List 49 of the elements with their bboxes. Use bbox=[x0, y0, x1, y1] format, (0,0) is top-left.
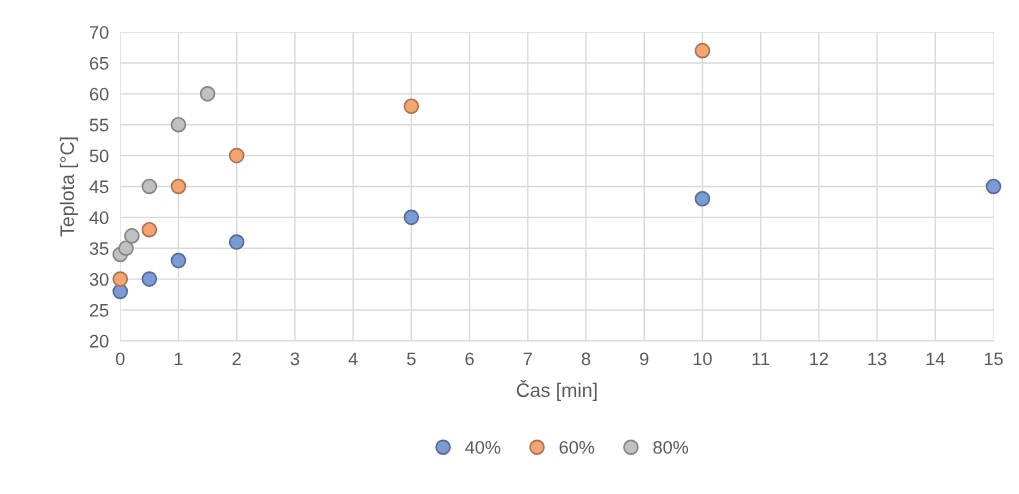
y-tick-label: 30 bbox=[89, 273, 109, 286]
x-tick-label: 3 bbox=[290, 352, 300, 366]
x-tick-label: 4 bbox=[348, 352, 358, 366]
y-tick-label: 60 bbox=[89, 87, 109, 101]
x-tick-label: 15 bbox=[984, 352, 1003, 366]
x-tick-label: 10 bbox=[693, 352, 712, 366]
x-tick-label: 5 bbox=[407, 352, 416, 366]
y-axis-title: Teplota [°C] bbox=[59, 137, 78, 237]
y-tick-label: 40 bbox=[89, 211, 109, 225]
x-tick-label: 8 bbox=[581, 352, 591, 366]
y-tick-label: 65 bbox=[89, 56, 109, 70]
legend-label: 40% bbox=[465, 440, 501, 454]
point bbox=[170, 116, 187, 133]
point bbox=[228, 147, 245, 164]
point bbox=[403, 209, 420, 226]
x-tick-label: 0 bbox=[115, 352, 125, 366]
y-tick-label: 55 bbox=[89, 118, 109, 132]
y-tick-label: 20 bbox=[89, 334, 109, 348]
x-tick-label: 1 bbox=[174, 352, 183, 366]
point bbox=[124, 228, 140, 244]
point bbox=[141, 221, 158, 238]
y-tick-label: 70 bbox=[89, 26, 109, 39]
x-tick-label: 9 bbox=[640, 352, 649, 366]
point bbox=[118, 240, 134, 257]
x-tick-label: 13 bbox=[868, 352, 887, 366]
point bbox=[985, 178, 1002, 195]
point bbox=[170, 252, 187, 269]
point bbox=[694, 191, 711, 207]
x-tick-label: 14 bbox=[926, 352, 945, 366]
y-tick-label: 45 bbox=[89, 180, 109, 194]
x-tick-label: 6 bbox=[465, 352, 474, 366]
x-tick-label: 12 bbox=[810, 352, 828, 366]
point bbox=[170, 178, 187, 195]
point bbox=[141, 271, 158, 287]
y-tick-label: 25 bbox=[89, 303, 109, 317]
point bbox=[694, 42, 711, 59]
x-tick-label: 2 bbox=[232, 352, 241, 366]
point bbox=[199, 86, 216, 102]
y-tick-label: 35 bbox=[89, 242, 109, 255]
y-tick-label: 50 bbox=[89, 149, 109, 163]
x-tick-label: 11 bbox=[752, 352, 770, 366]
legend-label: 60% bbox=[559, 440, 595, 454]
point bbox=[403, 98, 420, 114]
legend-label: 80% bbox=[653, 440, 689, 454]
x-tick-label: 7 bbox=[523, 352, 532, 366]
point bbox=[228, 234, 245, 250]
x-axis-title: Čas [min] bbox=[516, 379, 597, 401]
point bbox=[141, 178, 158, 195]
point bbox=[112, 271, 129, 287]
